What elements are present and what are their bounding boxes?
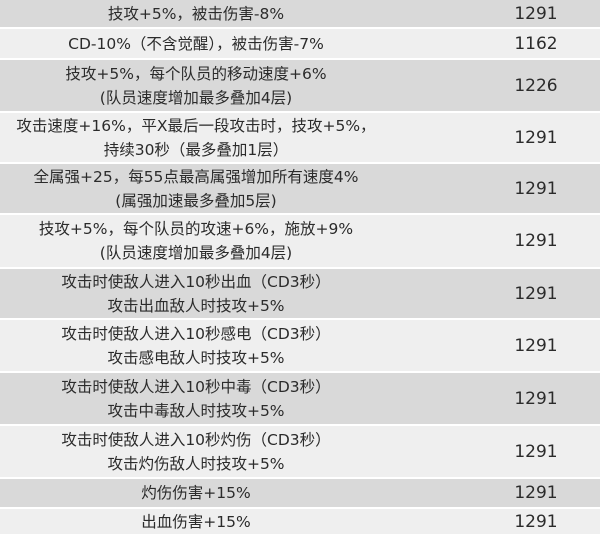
effect-description: 攻击时使敌人进入10秒感电（CD3秒） 攻击感电敌人时技攻+5% xyxy=(0,322,392,370)
effect-line: 攻击时使敌人进入10秒感电（CD3秒） xyxy=(61,324,331,343)
effect-line: 攻击中毒敌人时技攻+5% xyxy=(107,401,285,420)
effect-value: 1291 xyxy=(514,388,558,409)
effect-description: 全属强+25，每55点最高属强增加所有速度4% (属强加速最多叠加5层) xyxy=(0,165,392,213)
effect-line: 攻击感电敌人时技攻+5% xyxy=(107,348,285,367)
effect-value: 1226 xyxy=(514,75,558,96)
effect-value: 1291 xyxy=(514,441,558,462)
effect-line: 攻击时使敌人进入10秒出血（CD3秒） xyxy=(61,272,331,291)
effect-description: 攻击时使敌人进入10秒中毒（CD3秒） 攻击中毒敌人时技攻+5% xyxy=(0,375,392,423)
table-row: 全属强+25，每55点最高属强增加所有速度4% (属强加速最多叠加5层) 1291 xyxy=(0,164,600,215)
effect-description: 技攻+5%，被击伤害-8% xyxy=(0,2,392,26)
table-row: 出血伤害+15% 1291 xyxy=(0,509,600,536)
effect-line: 攻击出血敌人时技攻+5% xyxy=(107,296,285,315)
effect-line: CD-10%（不含觉醒），被击伤害-7% xyxy=(68,34,324,53)
effect-value: 1291 xyxy=(514,3,558,24)
effect-line: 全属强+25，每55点最高属强增加所有速度4% xyxy=(33,167,359,186)
effect-line: 技攻+5%，每个队员的移动速度+6% xyxy=(65,64,327,83)
table-row: 灼伤伤害+15% 1291 xyxy=(0,479,600,509)
effect-line: 灼伤伤害+15% xyxy=(141,484,251,502)
table-row: 攻击时使敌人进入10秒感电（CD3秒） 攻击感电敌人时技攻+5% 1291 xyxy=(0,320,600,373)
effect-line: (属强加速最多叠加5层) xyxy=(115,191,277,210)
table-row: CD-10%（不含觉醒），被击伤害-7% 1162 xyxy=(0,29,600,60)
table-row: 技攻+5%，被击伤害-8% 1291 xyxy=(0,0,600,29)
effect-line: 持续30秒（最多叠加1层） xyxy=(103,140,289,159)
effect-description: 攻击时使敌人进入10秒灼伤（CD3秒） 攻击灼伤敌人时技攻+5% xyxy=(0,428,392,476)
effect-value: 1291 xyxy=(514,483,558,503)
effect-description: 攻击时使敌人进入10秒出血（CD3秒） 攻击出血敌人时技攻+5% xyxy=(0,270,392,318)
effect-description: 灼伤伤害+15% xyxy=(0,481,392,505)
effect-line: 攻击灼伤敌人时技攻+5% xyxy=(107,454,285,473)
effect-line: (队员速度增加最多叠加4层) xyxy=(99,88,293,107)
table-row: 攻击时使敌人进入10秒中毒（CD3秒） 攻击中毒敌人时技攻+5% 1291 xyxy=(0,373,600,426)
effect-value: 1162 xyxy=(514,33,558,54)
table-row: 攻击速度+16%，平X最后一段攻击时，技攻+5%， 持续30秒（最多叠加1层） 12… xyxy=(0,113,600,164)
effect-value: 1291 xyxy=(514,335,558,356)
effect-line: 出血伤害+15% xyxy=(141,512,251,531)
effect-description: 技攻+5%，每个队员的攻速+6%，施放+9% (队员速度增加最多叠加4层) xyxy=(0,217,392,265)
effect-line: 攻击速度+16%，平X最后一段攻击时，技攻+5%， xyxy=(16,116,376,135)
effect-value: 1291 xyxy=(514,231,558,251)
table-row: 攻击时使敌人进入10秒灼伤（CD3秒） 攻击灼伤敌人时技攻+5% 1291 xyxy=(0,426,600,479)
effect-line: 攻击时使敌人进入10秒中毒（CD3秒） xyxy=(61,377,331,396)
effect-description: CD-10%（不含觉醒），被击伤害-7% xyxy=(0,32,392,56)
effect-description: 技攻+5%，每个队员的移动速度+6% (队员速度增加最多叠加4层) xyxy=(0,62,392,110)
table-row: 技攻+5%，每个队员的移动速度+6% (队员速度增加最多叠加4层) 1226 xyxy=(0,60,600,113)
effect-value: 1291 xyxy=(514,283,558,304)
table-row: 攻击时使敌人进入10秒出血（CD3秒） 攻击出血敌人时技攻+5% 1291 xyxy=(0,269,600,320)
effect-value: 1291 xyxy=(514,178,558,199)
effect-description: 攻击速度+16%，平X最后一段攻击时，技攻+5%， 持续30秒（最多叠加1层） xyxy=(0,114,392,162)
table-row: 技攻+5%，每个队员的攻速+6%，施放+9% (队员速度增加最多叠加4层) 1291 xyxy=(0,215,600,269)
effect-line: (队员速度增加最多叠加4层) xyxy=(99,244,293,262)
effect-value: 1291 xyxy=(514,127,558,148)
effect-line: 技攻+5%，每个队员的攻速+6%，施放+9% xyxy=(38,220,354,238)
effect-line: 攻击时使敌人进入10秒灼伤（CD3秒） xyxy=(61,430,331,449)
effect-line: 技攻+5%，被击伤害-8% xyxy=(107,4,285,23)
effect-value: 1291 xyxy=(514,511,558,532)
effect-description: 出血伤害+15% xyxy=(0,510,392,534)
